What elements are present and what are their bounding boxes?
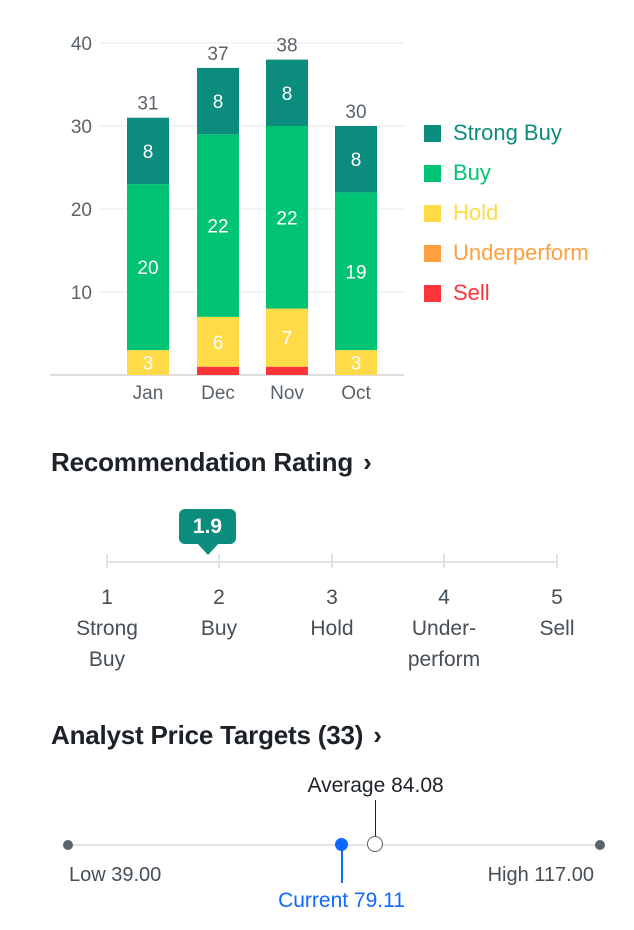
bar-value-label: 3 (143, 354, 154, 375)
legend-label: Hold (453, 200, 499, 225)
x-tick-label: Jan (133, 383, 164, 404)
rating-pointer (197, 543, 219, 555)
bar-segment (127, 117, 169, 185)
average-marker (367, 836, 384, 852)
chevron-right-icon: › (373, 720, 382, 750)
y-tick-label: 30 (71, 117, 92, 138)
y-tick-label: 10 (71, 283, 92, 304)
rating-tick (218, 554, 220, 568)
analyst-price-targets-link[interactable]: Analyst Price Targets (33) › (51, 720, 382, 751)
bar-value-label: 8 (282, 84, 293, 105)
legend-item-underperform[interactable]: Underperform (424, 233, 589, 273)
bar-segment (266, 126, 308, 309)
scale-text: perform (407, 648, 481, 671)
scale-number: 2 (213, 586, 225, 609)
bar-value-label: 8 (143, 142, 154, 163)
rating-value-badge: 1.9 (179, 509, 236, 544)
legend-label: Buy (453, 160, 491, 185)
y-tick-label: 40 (71, 34, 92, 55)
legend-item-strong-buy[interactable]: Strong Buy (424, 113, 589, 153)
bar-value-label: 6 (213, 333, 224, 354)
bar-total-label: 30 (345, 102, 366, 123)
rating-tick (443, 554, 445, 568)
scale-text: Buy (88, 648, 126, 671)
bar-value-label: 8 (351, 150, 362, 171)
x-tick-label: Nov (270, 383, 304, 404)
scale-text: Strong (76, 617, 138, 640)
price-target-track (68, 844, 600, 846)
bar-value-label: 20 (137, 258, 158, 279)
scale-text: Under- (411, 617, 477, 640)
scale-number: 3 (326, 586, 338, 609)
bar-value-label: 22 (207, 217, 228, 238)
chart-legend: Strong Buy Buy Hold Underperform Sell (424, 113, 589, 313)
legend-item-buy[interactable]: Buy (424, 153, 589, 193)
bar-segment (266, 59, 308, 126)
bar-value-label: 19 (345, 262, 366, 283)
x-tick-label: Oct (341, 383, 371, 404)
bar-segment (197, 134, 239, 317)
low-price-label: Low 39.00 (69, 864, 162, 886)
scale-number: 4 (438, 586, 450, 609)
legend-label: Strong Buy (453, 120, 562, 145)
bar-value-label: 8 (213, 92, 224, 113)
bar-total-label: 31 (137, 94, 158, 115)
scale-text: Sell (539, 617, 575, 640)
rating-tick (556, 554, 558, 568)
scale-text: Buy (200, 617, 238, 640)
bar-segment (335, 126, 377, 193)
bar-segment (197, 316, 239, 367)
bar-segment (127, 350, 169, 375)
bar-total-label: 38 (276, 36, 297, 57)
bar-segment (197, 366, 239, 375)
recommendation-rating-link[interactable]: Recommendation Rating › (51, 447, 372, 478)
legend-label: Sell (453, 280, 490, 305)
scale-text: Hold (310, 617, 354, 640)
x-tick-label: Dec (201, 383, 235, 404)
scale-label-2: 2 Buy (159, 582, 279, 644)
bar-segment (266, 308, 308, 367)
legend-swatch (424, 244, 441, 262)
scale-label-1: 1 Strong Buy (47, 582, 167, 675)
bar-segment (266, 366, 308, 375)
average-connector-line (375, 800, 376, 836)
bar-segment (127, 184, 169, 351)
legend-item-hold[interactable]: Hold (424, 193, 589, 233)
bar-total-label: 37 (207, 44, 228, 65)
current-connector-line (341, 845, 343, 883)
bar-segment (335, 192, 377, 351)
bar-value-label: 22 (276, 208, 297, 229)
legend-swatch (424, 204, 441, 222)
average-price-label: Average 84.08 (307, 774, 444, 797)
rating-tick (106, 554, 108, 568)
bar-value-label: 7 (282, 329, 293, 350)
current-price-marker (335, 838, 349, 851)
chevron-right-icon: › (363, 447, 372, 477)
current-price-label: Current 79.11 (278, 889, 405, 912)
scale-number: 5 (551, 586, 563, 609)
legend-swatch (424, 124, 441, 142)
price-targets-title: Analyst Price Targets (33) (51, 720, 364, 750)
scale-number: 1 (101, 586, 113, 609)
scale-label-4: 4 Under- perform (384, 582, 504, 675)
legend-label: Underperform (453, 240, 589, 265)
legend-swatch (424, 284, 441, 302)
scale-label-3: 3 Hold (272, 582, 392, 644)
bar-segment (197, 67, 239, 135)
analyst-recommendations-chart: 10 20 30 40 3 20 8 31 Jan 6 22 8 37 Dec 7 22 8 38 Nov 3 19 8 3… (50, 34, 404, 404)
high-price-label: High 117.00 (487, 864, 594, 886)
y-tick-label: 20 (71, 200, 92, 221)
high-marker (595, 840, 605, 850)
bar-segment (335, 350, 377, 375)
legend-swatch (424, 164, 441, 182)
scale-label-5: 5 Sell (497, 582, 617, 644)
rating-tick (331, 554, 333, 568)
legend-item-sell[interactable]: Sell (424, 273, 589, 313)
bar-value-label: 3 (351, 354, 362, 375)
recommendation-rating-title: Recommendation Rating (51, 447, 354, 477)
low-marker (63, 840, 73, 850)
